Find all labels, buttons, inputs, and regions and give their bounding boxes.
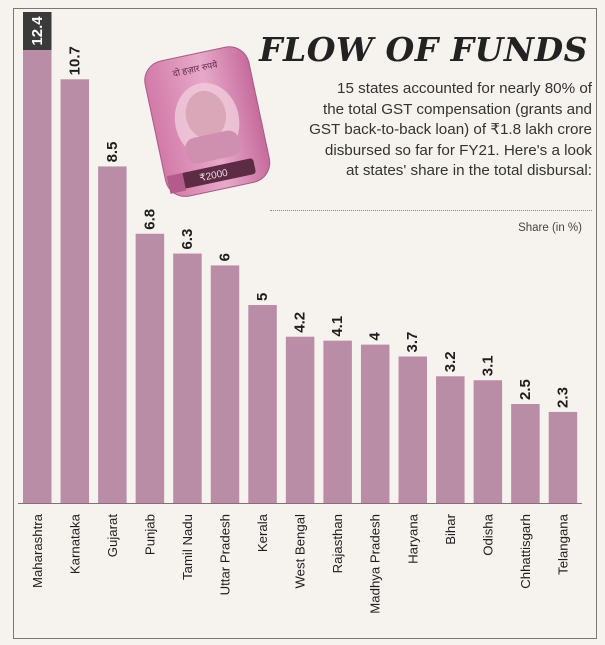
bar (323, 340, 352, 503)
subtitle-line: GST back-to-back loan) of ₹1.8 lakh cror… (309, 121, 592, 138)
bar (360, 344, 390, 503)
bar (23, 12, 52, 503)
bar-value-label: 12.4 (29, 16, 46, 46)
category-tick-label: Punjab (142, 514, 157, 555)
bar (548, 411, 578, 503)
dotted-divider (270, 210, 592, 211)
bar (285, 336, 315, 503)
bar-label-background (23, 12, 52, 50)
category-tick-label: Gujarat (105, 514, 120, 558)
category-tick-label: Maharashtra (30, 513, 45, 588)
frame-border (13, 8, 597, 639)
category-tick-label: Uttar Pradesh (218, 514, 233, 595)
bar-value-label: 5 (254, 293, 271, 301)
bar (60, 79, 90, 503)
category-tick-label: Kerala (255, 513, 270, 552)
bar-value-label: 4.1 (329, 316, 346, 337)
bar-value-label: 3.1 (479, 355, 496, 376)
bar (135, 233, 165, 503)
bar-value-label: 4.2 (292, 312, 309, 333)
category-tick-label: Telangana (555, 513, 570, 575)
category-tick-label: Karnataka (67, 513, 82, 574)
bar (473, 380, 503, 503)
bar (98, 166, 127, 503)
bar (511, 404, 540, 503)
bar (248, 305, 277, 503)
bar-value-label: 2.3 (554, 387, 571, 408)
category-tick-label: Madhya Pradesh (368, 514, 383, 614)
subtitle: 15 states accounted for nearly 80% of th… (282, 79, 592, 182)
bar-value-label: 3.2 (442, 351, 459, 372)
subtitle-line: at states' share in the total disbursal: (345, 162, 592, 179)
subtitle-line: disbursed so far for FY21. Here's a look (324, 141, 592, 159)
subtitle-line: the total GST compensation (grants and (322, 100, 592, 118)
bar-value-label: 6.3 (179, 229, 196, 250)
banknote-roll-illustration: ₹2000 दो हज़ार रुपये (144, 46, 271, 197)
bar (436, 376, 465, 503)
bar-value-label: 3.7 (404, 332, 421, 353)
unit-label: Share (in %) (518, 222, 582, 234)
bar (398, 356, 427, 503)
bar-value-label: 6.8 (141, 209, 158, 230)
subtitle-line: 15 states accounted for nearly 80% of (337, 80, 592, 97)
bar-value-label: 4 (367, 332, 384, 341)
bar-value-label: 8.5 (104, 142, 121, 163)
bar-value-label: 10.7 (66, 46, 83, 75)
bar-value-label: 6 (217, 253, 234, 261)
category-tick-label: Tamil Nadu (180, 514, 195, 580)
category-tick-label: Odisha (480, 513, 495, 555)
bar-value-label: 2.5 (517, 379, 534, 400)
bar (173, 253, 202, 503)
category-tick-label: West Bengal (293, 514, 308, 589)
category-tick-label: Bihar (443, 513, 458, 544)
category-tick-label: Haryana (405, 513, 420, 564)
category-tick-label: Chhattisgarh (518, 514, 533, 589)
page-title: FLOW OF FUNDS (259, 30, 588, 69)
category-tick-label: Rajasthan (330, 514, 345, 573)
bar (210, 265, 240, 503)
